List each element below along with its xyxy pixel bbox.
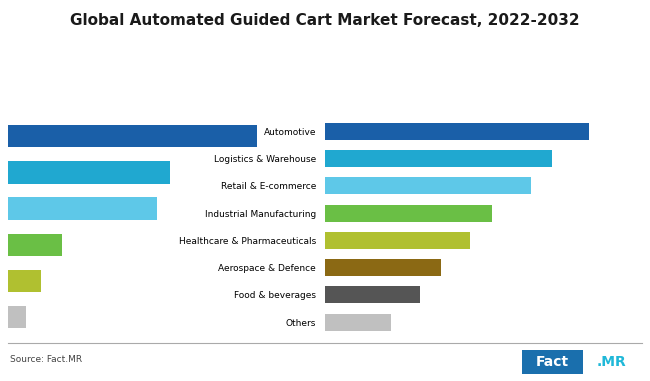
Bar xyxy=(325,177,531,194)
Bar xyxy=(8,234,62,256)
Bar xyxy=(325,150,552,167)
Bar xyxy=(325,123,590,140)
Bar xyxy=(325,314,391,331)
Text: Market Split by End Use Industry, 2022: Market Split by End Use Industry, 2022 xyxy=(374,101,593,111)
Text: Source: Fact.MR: Source: Fact.MR xyxy=(10,355,82,364)
Bar xyxy=(325,205,491,221)
Text: Fact: Fact xyxy=(536,355,569,369)
Text: Historical Market Value
CAGR (2017 – 2021): Historical Market Value CAGR (2017 – 202… xyxy=(359,65,452,85)
Bar xyxy=(325,232,471,249)
Bar xyxy=(325,287,420,303)
Text: 2.3%: 2.3% xyxy=(391,43,420,53)
Text: US$ 208.7 Million: US$ 208.7 Million xyxy=(193,43,296,53)
Text: Global Addressable Market
Value, 2022: Global Addressable Market Value, 2022 xyxy=(190,65,299,85)
Bar xyxy=(8,270,41,292)
Text: 37.7 %: 37.7 % xyxy=(545,43,586,53)
Text: Global Automated Guided Cart Market Forecast, 2022-2032: Global Automated Guided Cart Market Fore… xyxy=(70,13,580,28)
Text: Laser Guidance (Navigation
Type) Market Share, 2021: Laser Guidance (Navigation Type) Market … xyxy=(510,65,621,85)
Bar xyxy=(8,197,157,220)
Text: Market Split by Region, 2022: Market Split by Region, 2022 xyxy=(73,101,238,111)
Bar xyxy=(8,306,26,328)
Bar xyxy=(325,259,441,276)
Text: Global Market Value CAGR
(2022 – 2032): Global Market Value CAGR (2022 – 2032) xyxy=(32,65,138,85)
Bar xyxy=(8,161,170,184)
Text: .MR: .MR xyxy=(597,355,626,369)
Text: 8.3%: 8.3% xyxy=(70,43,99,53)
Bar xyxy=(8,125,257,147)
FancyBboxPatch shape xyxy=(523,350,582,374)
